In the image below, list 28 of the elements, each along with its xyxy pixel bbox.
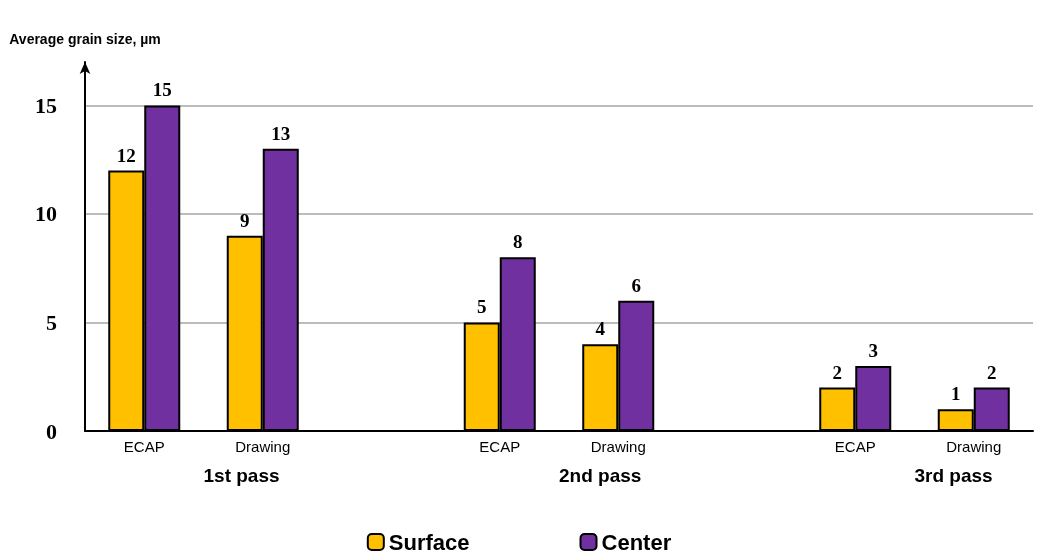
y-tick-label: 10 <box>35 201 57 227</box>
data-label: 9 <box>240 209 250 231</box>
x-tick-label: Drawing <box>235 438 291 455</box>
text: 3rd pass <box>914 465 993 486</box>
data-label: 2 <box>832 361 842 383</box>
x-tick-label: ECAP <box>479 438 521 455</box>
data-label: 8 <box>513 231 523 253</box>
data-label: 3 <box>868 339 878 361</box>
data-label: 2 <box>987 361 997 383</box>
text: 1st pass <box>203 465 280 486</box>
data-label: 4 <box>595 318 606 340</box>
y-axis-title: Average grain size, µm <box>9 31 161 47</box>
legend-label: Center <box>601 529 672 555</box>
data-label: 15 <box>152 79 172 101</box>
x-tick-label: ECAP <box>834 438 876 455</box>
data-label: 13 <box>271 122 291 144</box>
text: 2nd pass <box>558 465 642 486</box>
data-label: 6 <box>631 274 641 296</box>
y-tick-label: 0 <box>46 418 57 444</box>
data-label: 5 <box>477 296 487 318</box>
data-label: 12 <box>116 144 136 166</box>
y-tick-label: 5 <box>46 309 57 335</box>
legend-label: Surface <box>388 529 470 555</box>
data-label: 1 <box>951 383 961 405</box>
x-tick-label: ECAP <box>123 438 165 455</box>
y-tick-label: 15 <box>35 92 57 118</box>
x-tick-label: Drawing <box>946 438 1002 455</box>
x-tick-label: Drawing <box>590 438 646 455</box>
